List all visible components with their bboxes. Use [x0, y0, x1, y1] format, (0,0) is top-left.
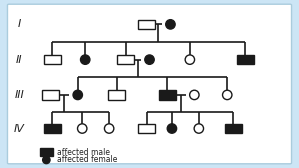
Text: II: II [16, 55, 23, 65]
Ellipse shape [167, 124, 177, 133]
Ellipse shape [104, 124, 114, 133]
Bar [237, 55, 254, 64]
Text: IV: IV [14, 123, 25, 134]
Bar [40, 148, 53, 156]
Bar [44, 124, 61, 133]
Ellipse shape [43, 156, 50, 164]
Text: III: III [15, 90, 24, 100]
Bar [138, 20, 155, 29]
Bar [159, 90, 176, 100]
Ellipse shape [185, 55, 195, 64]
Ellipse shape [166, 20, 175, 29]
Ellipse shape [222, 90, 232, 100]
FancyBboxPatch shape [7, 4, 292, 164]
Bar [108, 90, 125, 100]
Text: affected female: affected female [57, 155, 118, 164]
Ellipse shape [194, 124, 204, 133]
Ellipse shape [73, 90, 83, 100]
Bar [225, 124, 242, 133]
Text: I: I [18, 19, 21, 29]
Bar [138, 124, 155, 133]
Bar [44, 55, 61, 64]
Ellipse shape [80, 55, 90, 64]
Bar [42, 90, 59, 100]
Bar [117, 55, 134, 64]
Ellipse shape [190, 90, 199, 100]
Ellipse shape [77, 124, 87, 133]
Ellipse shape [145, 55, 154, 64]
Text: affected male: affected male [57, 148, 110, 157]
